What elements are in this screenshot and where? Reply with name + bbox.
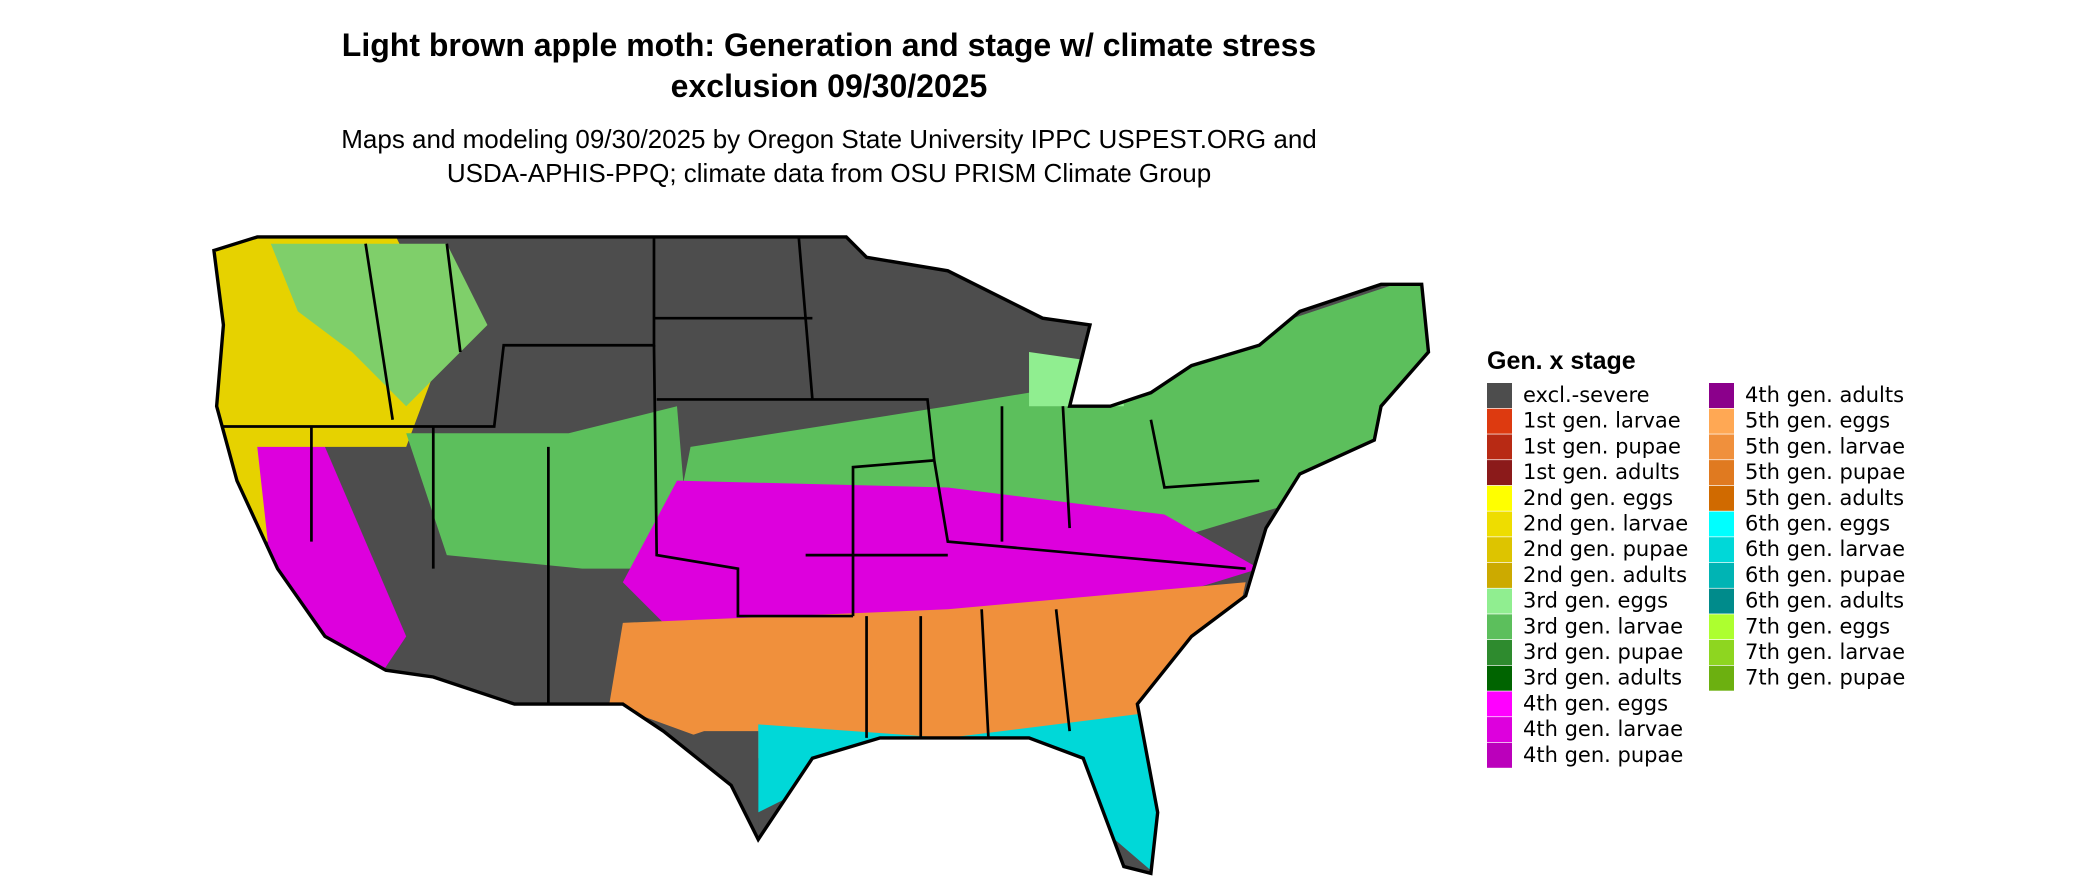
legend-label: 7th gen. larvae	[1745, 640, 1905, 664]
legend-label: 7th gen. pupae	[1745, 666, 1905, 690]
legend-swatch	[1487, 665, 1512, 691]
state-border	[865, 406, 1260, 739]
subtitle-line: USDA-APHIS-PPQ; climate data from OSU PR…	[447, 158, 1211, 188]
legend-label: 4th gen. larvae	[1523, 717, 1683, 741]
legend-swatch	[1709, 640, 1734, 665]
legend-label: 7th gen. eggs	[1745, 614, 1890, 638]
legend-label: 5th gen. pupae	[1745, 460, 1905, 484]
legend-swatch	[1487, 691, 1512, 717]
state-border	[310, 345, 854, 705]
legend-swatch	[1487, 614, 1512, 640]
legend-swatch	[1487, 460, 1512, 486]
legend-swatch	[1487, 742, 1512, 768]
legend-swatch	[1487, 408, 1512, 434]
country-border	[212, 235, 1431, 876]
legend-swatch	[1709, 383, 1734, 408]
legend-swatch	[1487, 717, 1512, 743]
legend-label: 1st gen. pupae	[1523, 434, 1681, 458]
legend-label: 6th gen. pupae	[1745, 563, 1905, 587]
map	[212, 235, 1431, 876]
legend-swatch	[1487, 537, 1512, 563]
legend-title: Gen. x stage	[1487, 347, 1636, 375]
legend-swatch	[1709, 614, 1734, 640]
legend-swatch	[1709, 460, 1734, 486]
legend-label: 2nd gen. adults	[1523, 563, 1687, 587]
legend-swatch	[1709, 511, 1734, 537]
legend-swatch	[1487, 588, 1512, 614]
legend-label: 4th gen. adults	[1745, 383, 1904, 407]
legend-swatch	[1487, 485, 1512, 511]
legend-label: 5th gen. eggs	[1745, 409, 1890, 433]
legend-label: 3rd gen. larvae	[1523, 614, 1683, 638]
legend-swatch	[1709, 665, 1734, 691]
state-border	[223, 238, 656, 428]
legend-label: 2nd gen. eggs	[1523, 486, 1673, 510]
legend-label: 3rd gen. adults	[1523, 666, 1682, 690]
title-line: Light brown apple moth: Generation and s…	[342, 27, 1316, 63]
legend-swatch	[1487, 640, 1512, 665]
legend-label: 2nd gen. larvae	[1523, 512, 1688, 536]
legend-label: 5th gen. larvae	[1745, 434, 1905, 458]
legend-swatch	[1487, 562, 1512, 588]
state-borders	[223, 238, 1260, 739]
legend-label: 6th gen. eggs	[1745, 512, 1890, 536]
legend-swatch	[1487, 434, 1512, 460]
legend-label: 6th gen. adults	[1745, 589, 1904, 613]
legend-swatch	[1709, 408, 1734, 434]
legend-label: 3rd gen. eggs	[1523, 589, 1668, 613]
legend-label: 3rd gen. pupae	[1523, 640, 1683, 664]
legend-swatch	[1709, 562, 1734, 588]
title-line: exclusion 09/30/2025	[671, 68, 988, 104]
legend-label: excl.-severe	[1523, 383, 1650, 407]
legend-label: 4th gen. pupae	[1523, 743, 1683, 767]
legend-swatch	[1709, 485, 1734, 511]
legend-label: 2nd gen. pupae	[1523, 537, 1688, 561]
legend-label: 4th gen. eggs	[1523, 691, 1668, 715]
legend-label: 1st gen. larvae	[1523, 409, 1681, 433]
region	[663, 731, 759, 854]
legend-swatch	[1487, 511, 1512, 537]
legend-swatch	[1487, 383, 1512, 408]
legend-swatch	[1709, 537, 1734, 563]
legend-label: 1st gen. adults	[1523, 460, 1680, 484]
subtitle-line: Maps and modeling 09/30/2025 by Oregon S…	[341, 124, 1317, 154]
region	[257, 446, 407, 678]
state-border	[364, 243, 948, 557]
legend-label: 6th gen. larvae	[1745, 537, 1905, 561]
legend-label: 5th gen. adults	[1745, 486, 1904, 510]
region	[609, 582, 1246, 759]
legend-swatch	[1709, 588, 1734, 614]
legend-swatch	[1709, 434, 1734, 460]
